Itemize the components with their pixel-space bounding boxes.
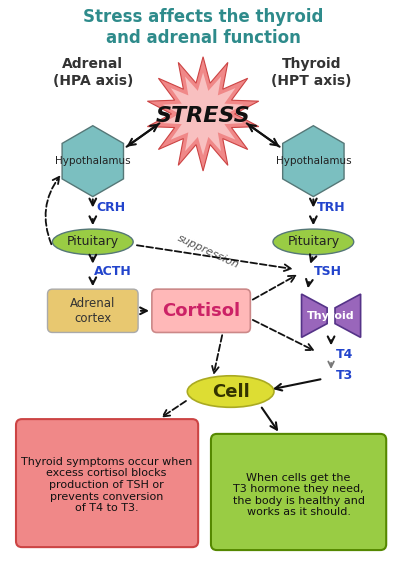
Text: Adrenal
cortex: Adrenal cortex (70, 297, 116, 325)
FancyBboxPatch shape (16, 419, 198, 547)
Ellipse shape (52, 229, 133, 255)
Text: suppression: suppression (176, 233, 240, 271)
Text: TRH: TRH (317, 201, 345, 214)
Text: Adrenal
(HPA axis): Adrenal (HPA axis) (53, 58, 133, 88)
Text: T4: T4 (336, 347, 354, 360)
Text: Thyroid: Thyroid (307, 311, 355, 321)
Text: Cell: Cell (212, 383, 250, 401)
Polygon shape (283, 125, 344, 197)
Polygon shape (335, 294, 361, 337)
Text: ACTH: ACTH (94, 265, 131, 278)
Polygon shape (163, 72, 243, 155)
FancyBboxPatch shape (152, 289, 250, 332)
Text: Pituitary: Pituitary (287, 236, 340, 249)
FancyBboxPatch shape (211, 434, 386, 550)
Ellipse shape (273, 229, 354, 255)
Ellipse shape (187, 376, 274, 407)
Text: Hypothalamus: Hypothalamus (276, 156, 351, 166)
Text: TSH: TSH (314, 265, 342, 278)
Polygon shape (62, 125, 124, 197)
Text: Thyroid
(HPT axis): Thyroid (HPT axis) (271, 58, 352, 88)
Text: CRH: CRH (96, 201, 125, 214)
FancyBboxPatch shape (48, 289, 138, 332)
Text: Pituitary: Pituitary (67, 236, 119, 249)
Text: Hypothalamus: Hypothalamus (55, 156, 131, 166)
Polygon shape (302, 294, 327, 337)
Text: Stress affects the thyroid
and adrenal function: Stress affects the thyroid and adrenal f… (83, 8, 323, 47)
Text: T3: T3 (336, 370, 354, 383)
Text: When cells get the
T3 hormone they need,
the body is healthy and
works as it sho: When cells get the T3 hormone they need,… (232, 472, 364, 518)
Text: Cortisol: Cortisol (162, 302, 240, 320)
Text: STRESS: STRESS (156, 106, 250, 126)
Polygon shape (147, 56, 259, 171)
Text: Thyroid symptoms occur when
excess cortisol blocks
production of TSH or
prevents: Thyroid symptoms occur when excess corti… (21, 457, 192, 513)
